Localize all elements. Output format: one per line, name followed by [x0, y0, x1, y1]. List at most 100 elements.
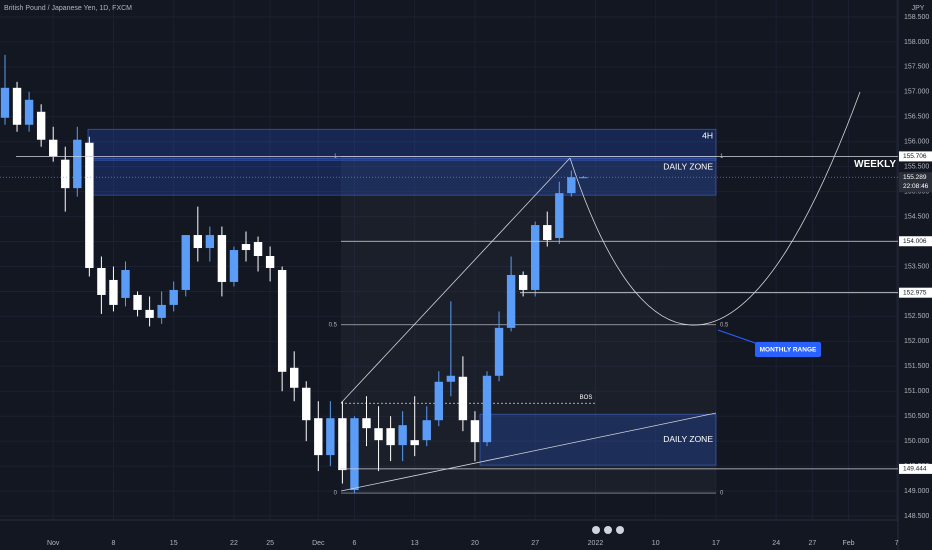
- x-tick-label: 15: [170, 540, 178, 547]
- candle-body: [277, 269, 287, 372]
- y-tick-label: 157.000: [904, 89, 929, 96]
- candle-body: [555, 193, 564, 239]
- candle-body: [36, 111, 46, 140]
- candle-body: [482, 375, 492, 443]
- candle-body: [145, 309, 154, 318]
- candle-body: [470, 420, 480, 443]
- candle-body: [446, 375, 456, 382]
- price-line-text: WEEKLY: [854, 159, 896, 170]
- price-label-box: [899, 463, 932, 474]
- price-label-box: [899, 151, 932, 162]
- zone-label: 4H: [702, 131, 713, 141]
- event-icon: [592, 526, 600, 534]
- candle-body: [49, 139, 58, 157]
- candle-body: [350, 418, 359, 491]
- candle-body: [121, 269, 130, 298]
- x-tick-label: 8: [111, 540, 115, 547]
- fib-level-label: 0: [720, 491, 724, 497]
- price-label-box: [899, 287, 932, 298]
- x-tick-label: 7: [895, 540, 899, 547]
- candle-body: [579, 177, 588, 179]
- candle-body: [73, 139, 82, 189]
- x-tick-label: 27: [808, 540, 816, 547]
- candle-body: [434, 381, 443, 421]
- candle-body: [567, 177, 576, 194]
- drawings: MONTHLY RANGE: [340, 91, 861, 492]
- candle-body: [61, 159, 70, 189]
- y-tick-label: 149.000: [904, 488, 929, 495]
- event-icon: [604, 526, 612, 534]
- candle-body: [85, 142, 94, 268]
- candle-body: [229, 250, 239, 282]
- candle-body: [398, 425, 407, 446]
- candle-body: [24, 99, 34, 125]
- candle-body: [374, 428, 383, 441]
- y-tick-label: 158.500: [904, 14, 929, 21]
- x-tick-label: 13: [411, 540, 419, 547]
- y-tick-label: 156.000: [904, 139, 929, 146]
- candle-body: [314, 418, 323, 456]
- trend-line: [340, 157, 571, 404]
- zones: 1 1 0.5 0.5 0 0 4H DAILY ZONE DAILY ZONE BOS: [87, 128, 729, 497]
- fib-level-label: 1: [334, 154, 338, 160]
- candle-body: [326, 418, 335, 456]
- zone: [479, 413, 717, 466]
- y-tick-label: 154.500: [904, 213, 929, 220]
- y-tick-label: 158.000: [904, 39, 929, 46]
- callout-box: [755, 342, 821, 357]
- x-tick-label: Nov: [47, 540, 60, 547]
- zone: [87, 157, 717, 196]
- x-tick-label: Dec: [312, 540, 325, 547]
- candle-body: [253, 242, 263, 257]
- last-price-box: [899, 172, 932, 193]
- x-tick-label: 17: [712, 540, 720, 547]
- candle-body: [458, 376, 468, 421]
- candle-body: [169, 289, 178, 305]
- y-tick-label: 152.000: [904, 338, 929, 345]
- y-tick-label: 155.500: [904, 164, 929, 171]
- candle-body: [543, 225, 552, 241]
- candle-body: [181, 235, 190, 290]
- x-tick-label: 2022: [588, 540, 604, 547]
- candle-body: [205, 235, 215, 249]
- x-tick-label: 24: [772, 540, 780, 547]
- candle-body: [12, 87, 22, 125]
- candle-body: [265, 256, 275, 268]
- candle-body: [290, 367, 299, 388]
- y-tick-label: 153.500: [904, 263, 929, 270]
- x-tick-label: 22: [230, 540, 238, 547]
- price-label: 154.006: [903, 238, 927, 245]
- x-tick-label: 20: [471, 540, 479, 547]
- x-tick-label: 25: [266, 540, 274, 547]
- bos-label: BOS: [580, 395, 593, 401]
- price-label: 152.975: [903, 289, 927, 296]
- candle-body: [506, 274, 516, 328]
- x-tick-label: 27: [531, 540, 539, 547]
- callout-text: MONTHLY RANGE: [760, 347, 817, 354]
- candle-body: [494, 327, 504, 376]
- fib-level-label: 0.5: [329, 322, 338, 328]
- y-tick-label: 151.500: [904, 363, 929, 370]
- y-tick-label: 148.500: [904, 513, 929, 520]
- candle-body: [0, 87, 10, 118]
- event-icon: [616, 526, 624, 534]
- price-label: 155.706: [903, 153, 927, 160]
- trend-line: [340, 412, 717, 492]
- candle-body: [422, 420, 431, 441]
- candle-body: [193, 235, 202, 249]
- candle-body: [157, 304, 166, 318]
- zone-label: DAILY ZONE: [663, 161, 713, 171]
- y-tick-label: 157.500: [904, 64, 929, 71]
- candle-body: [217, 235, 227, 282]
- fib-level-label: 0: [334, 491, 338, 497]
- chart-title: British Pound / Japanese Yen, 1D, FXCM: [4, 5, 132, 12]
- candles: [0, 54, 588, 494]
- candle-body: [338, 418, 347, 471]
- candle-body: [410, 440, 419, 446]
- currency: JPY: [912, 5, 925, 12]
- fib-level-label: 0.5: [720, 322, 729, 328]
- y-tick-label: 151.000: [904, 388, 929, 395]
- candle-body: [518, 274, 528, 290]
